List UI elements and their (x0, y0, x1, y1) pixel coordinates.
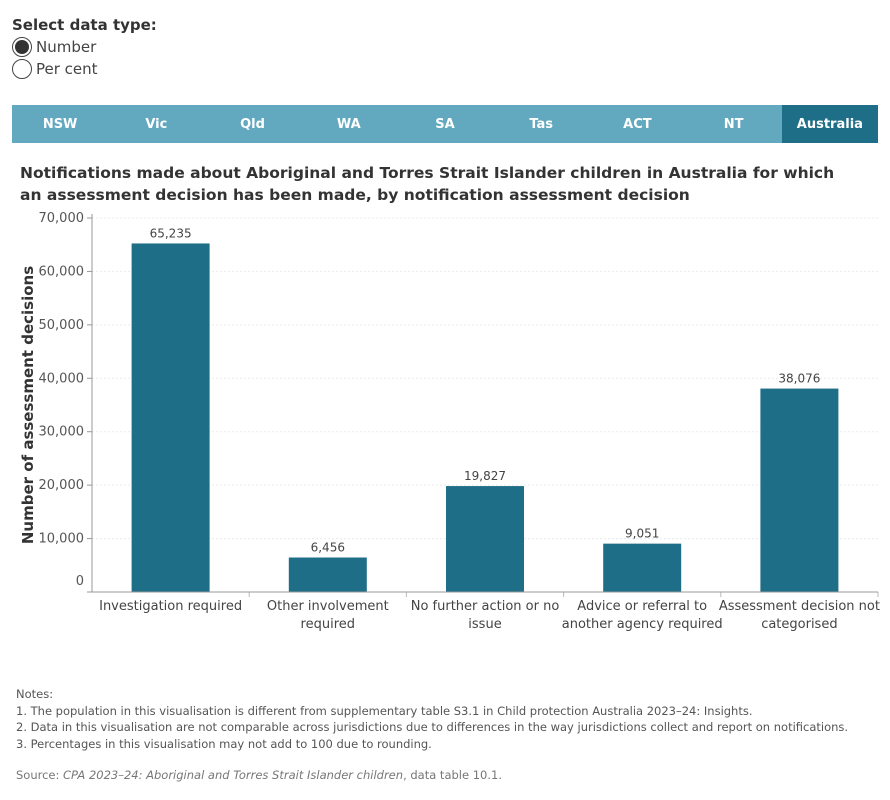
value-labels: 65,235 6,456 19,827 9,051 38,076 (150, 226, 821, 554)
source: Source: CPA 2023–24: Aboriginal and Torr… (16, 768, 502, 782)
x-tick-label: Advice or referral to (577, 599, 707, 614)
y-tick-label: 40,000 (39, 371, 85, 386)
tab-nt[interactable]: NT (685, 105, 782, 143)
source-suffix: , data table 10.1. (403, 768, 502, 782)
y-tick-label: 10,000 (39, 532, 85, 547)
y-tick-label: 0 (76, 574, 84, 589)
y-tick-label: 20,000 (39, 478, 85, 493)
tab-wa[interactable]: WA (300, 105, 397, 143)
radio-per-cent-circle[interactable] (12, 59, 32, 79)
x-tick-label: Assessment decision not (719, 599, 880, 614)
x-tick-label: Other involvement (267, 599, 389, 614)
bar (603, 543, 682, 592)
tab-qld[interactable]: Qld (204, 105, 301, 143)
x-axis-labels: Investigation required Other involvement r… (99, 592, 880, 632)
radio-per-cent[interactable]: Per cent (12, 59, 98, 79)
bar-value-label: 38,076 (778, 372, 820, 386)
tab-tas[interactable]: Tas (493, 105, 590, 143)
notes: Notes: 1. The population in this visuali… (16, 686, 848, 752)
y-tick-label: 70,000 (39, 211, 85, 226)
jurisdiction-tabs: NSW Vic Qld WA SA Tas ACT NT Australia (12, 105, 878, 143)
bar (288, 557, 367, 592)
source-title: CPA 2023–24: Aboriginal and Torres Strai… (63, 768, 404, 782)
x-tick-label: issue (468, 617, 501, 632)
chart-title: Notifications made about Aboriginal and … (20, 164, 835, 204)
bar-value-label: 6,456 (311, 541, 345, 555)
tab-vic[interactable]: Vic (108, 105, 205, 143)
data-type-label: Select data type: (12, 16, 157, 34)
y-tick-label: 50,000 (39, 318, 85, 333)
note-item: 1. The population in this visualisation … (16, 703, 753, 718)
bar-value-label: 9,051 (625, 527, 659, 541)
bars (131, 243, 839, 592)
tab-act[interactable]: ACT (589, 105, 686, 143)
radio-number-circle[interactable] (12, 37, 32, 57)
x-tick-label: categorised (761, 617, 837, 632)
y-tick-label: 30,000 (39, 425, 85, 440)
x-tick-label: another agency required (562, 617, 723, 632)
x-tick-label: No further action or no (411, 599, 560, 614)
tab-nsw[interactable]: NSW (12, 105, 109, 143)
y-axis-ticks: 0 10,000 20,000 30,000 40,000 50,000 60,000 70,… (39, 211, 92, 593)
source-prefix: Source: (16, 768, 64, 782)
bar-chart: 0 10,000 20,000 30,000 40,000 50,000 60,000 70,… (19, 211, 880, 632)
bar (446, 486, 524, 592)
tab-australia[interactable]: Australia (781, 105, 878, 143)
radio-number-label: Number (36, 38, 97, 56)
note-item: 2. Data in this visualisation are not co… (16, 720, 849, 734)
bar-value-label: 19,827 (464, 469, 506, 483)
radio-number[interactable]: Number (12, 37, 96, 57)
radio-selected-dot (15, 40, 29, 54)
bar-value-label: 65,235 (150, 226, 192, 240)
notes-heading: Notes: (16, 687, 54, 701)
x-tick-label: required (301, 617, 355, 632)
bar (131, 243, 210, 592)
y-axis-title: Number of assessment decisions (19, 266, 37, 544)
x-tick-label: Investigation required (99, 599, 242, 614)
radio-per-cent-label: Per cent (36, 60, 98, 78)
bar (760, 388, 839, 592)
y-tick-label: 60,000 (39, 264, 85, 279)
tab-sa[interactable]: SA (396, 105, 494, 143)
note-item: 3. Percentages in this visualisation may… (16, 736, 432, 751)
